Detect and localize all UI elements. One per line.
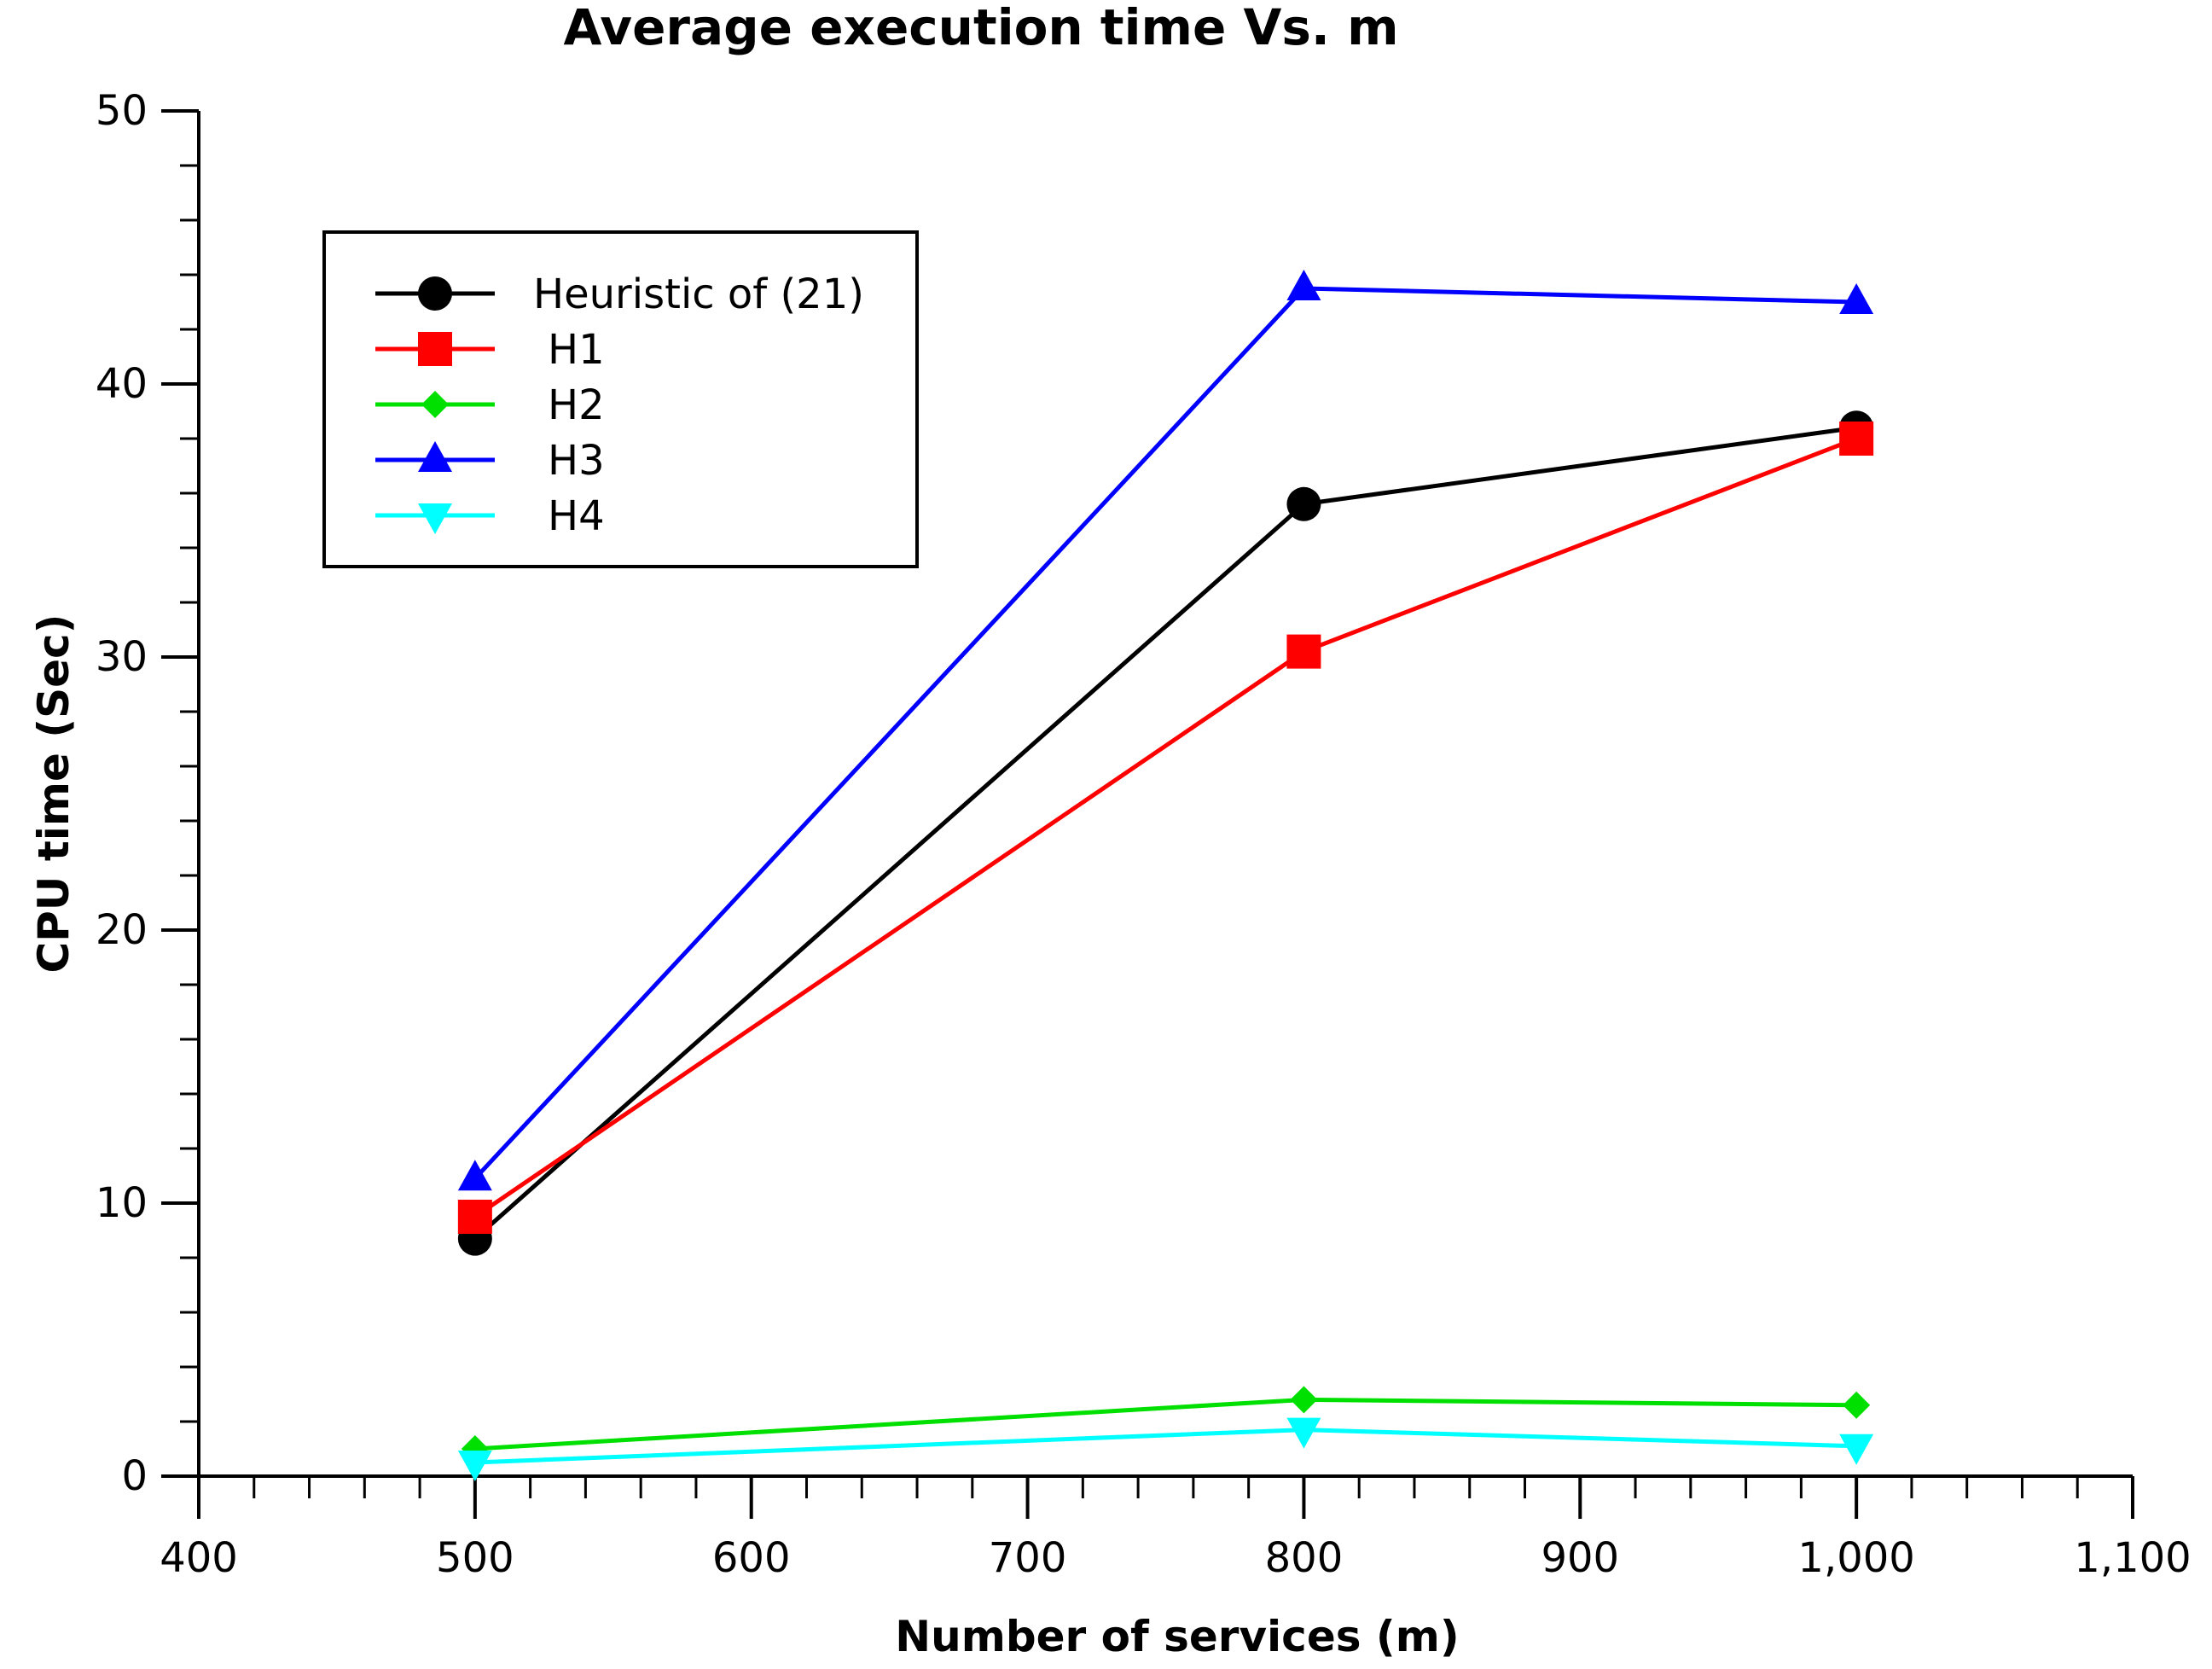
- data-point-circle: [1286, 486, 1321, 521]
- legend-marker-circle: [418, 276, 452, 311]
- data-point-triangle-down: [457, 1451, 492, 1481]
- legend-label: H3: [548, 437, 605, 485]
- y-tick-label: 40: [96, 360, 148, 408]
- series-h2: [461, 1386, 1871, 1463]
- x-tick-label: 600: [712, 1534, 791, 1582]
- data-point-square: [1839, 422, 1874, 456]
- series-h1: [457, 422, 1874, 1234]
- chart-title: Average execution time Vs. m: [563, 0, 1398, 56]
- x-tick-label: 700: [989, 1534, 1067, 1582]
- y-tick-label: 50: [96, 87, 148, 135]
- legend-label: H4: [548, 492, 605, 540]
- y-axis-label: CPU time (Sec): [29, 614, 78, 973]
- data-point-triangle-up: [1286, 270, 1321, 300]
- x-tick-label: 500: [436, 1534, 514, 1582]
- data-point-triangle-up: [1839, 283, 1874, 314]
- x-tick-label: 1,100: [2074, 1534, 2191, 1582]
- data-point-triangle-down: [1839, 1433, 1874, 1465]
- y-tick-label: 10: [96, 1179, 148, 1227]
- legend-label: Heuristic of (21): [533, 270, 864, 318]
- data-point-triangle-down: [1286, 1417, 1321, 1449]
- legend: Heuristic of (21) H1 H2 H3 H4: [322, 230, 919, 568]
- axes: 0 10 20 30 40 50 400 500 600 700 800 900 1,000 1,100: [96, 87, 2192, 1582]
- data-point-triangle-up: [457, 1160, 492, 1191]
- y-tick-label: 30: [96, 633, 148, 681]
- legend-item: H2: [375, 381, 605, 429]
- data-point-diamond: [1290, 1386, 1318, 1414]
- series-layer: [457, 270, 1874, 1481]
- data-point-diamond: [1843, 1391, 1871, 1419]
- series-h4: [457, 1417, 1874, 1481]
- series-h3: [457, 270, 1874, 1191]
- data-point-square: [1286, 634, 1321, 669]
- legend-marker-square: [418, 332, 452, 366]
- y-tick-label: 20: [96, 906, 148, 954]
- x-tick-label: 1,000: [1797, 1534, 1914, 1582]
- x-tick-label: 900: [1541, 1534, 1619, 1582]
- legend-item: H3: [375, 437, 605, 485]
- x-tick-label: 400: [160, 1534, 238, 1582]
- x-axis-label: Number of services (m): [895, 1612, 1459, 1661]
- legend-marker-diamond: [421, 391, 449, 418]
- legend-marker-triangle-up: [418, 441, 452, 472]
- legend-item: H1: [375, 326, 605, 374]
- y-tick-label: 0: [121, 1452, 148, 1500]
- legend-item: H4: [375, 492, 605, 540]
- x-tick-label: 800: [1265, 1534, 1344, 1582]
- legend-label: H1: [548, 326, 605, 374]
- data-point-square: [457, 1200, 492, 1234]
- legend-marker-triangle-down: [418, 503, 452, 534]
- legend-label: H2: [548, 381, 605, 429]
- legend-item: Heuristic of (21): [375, 270, 864, 318]
